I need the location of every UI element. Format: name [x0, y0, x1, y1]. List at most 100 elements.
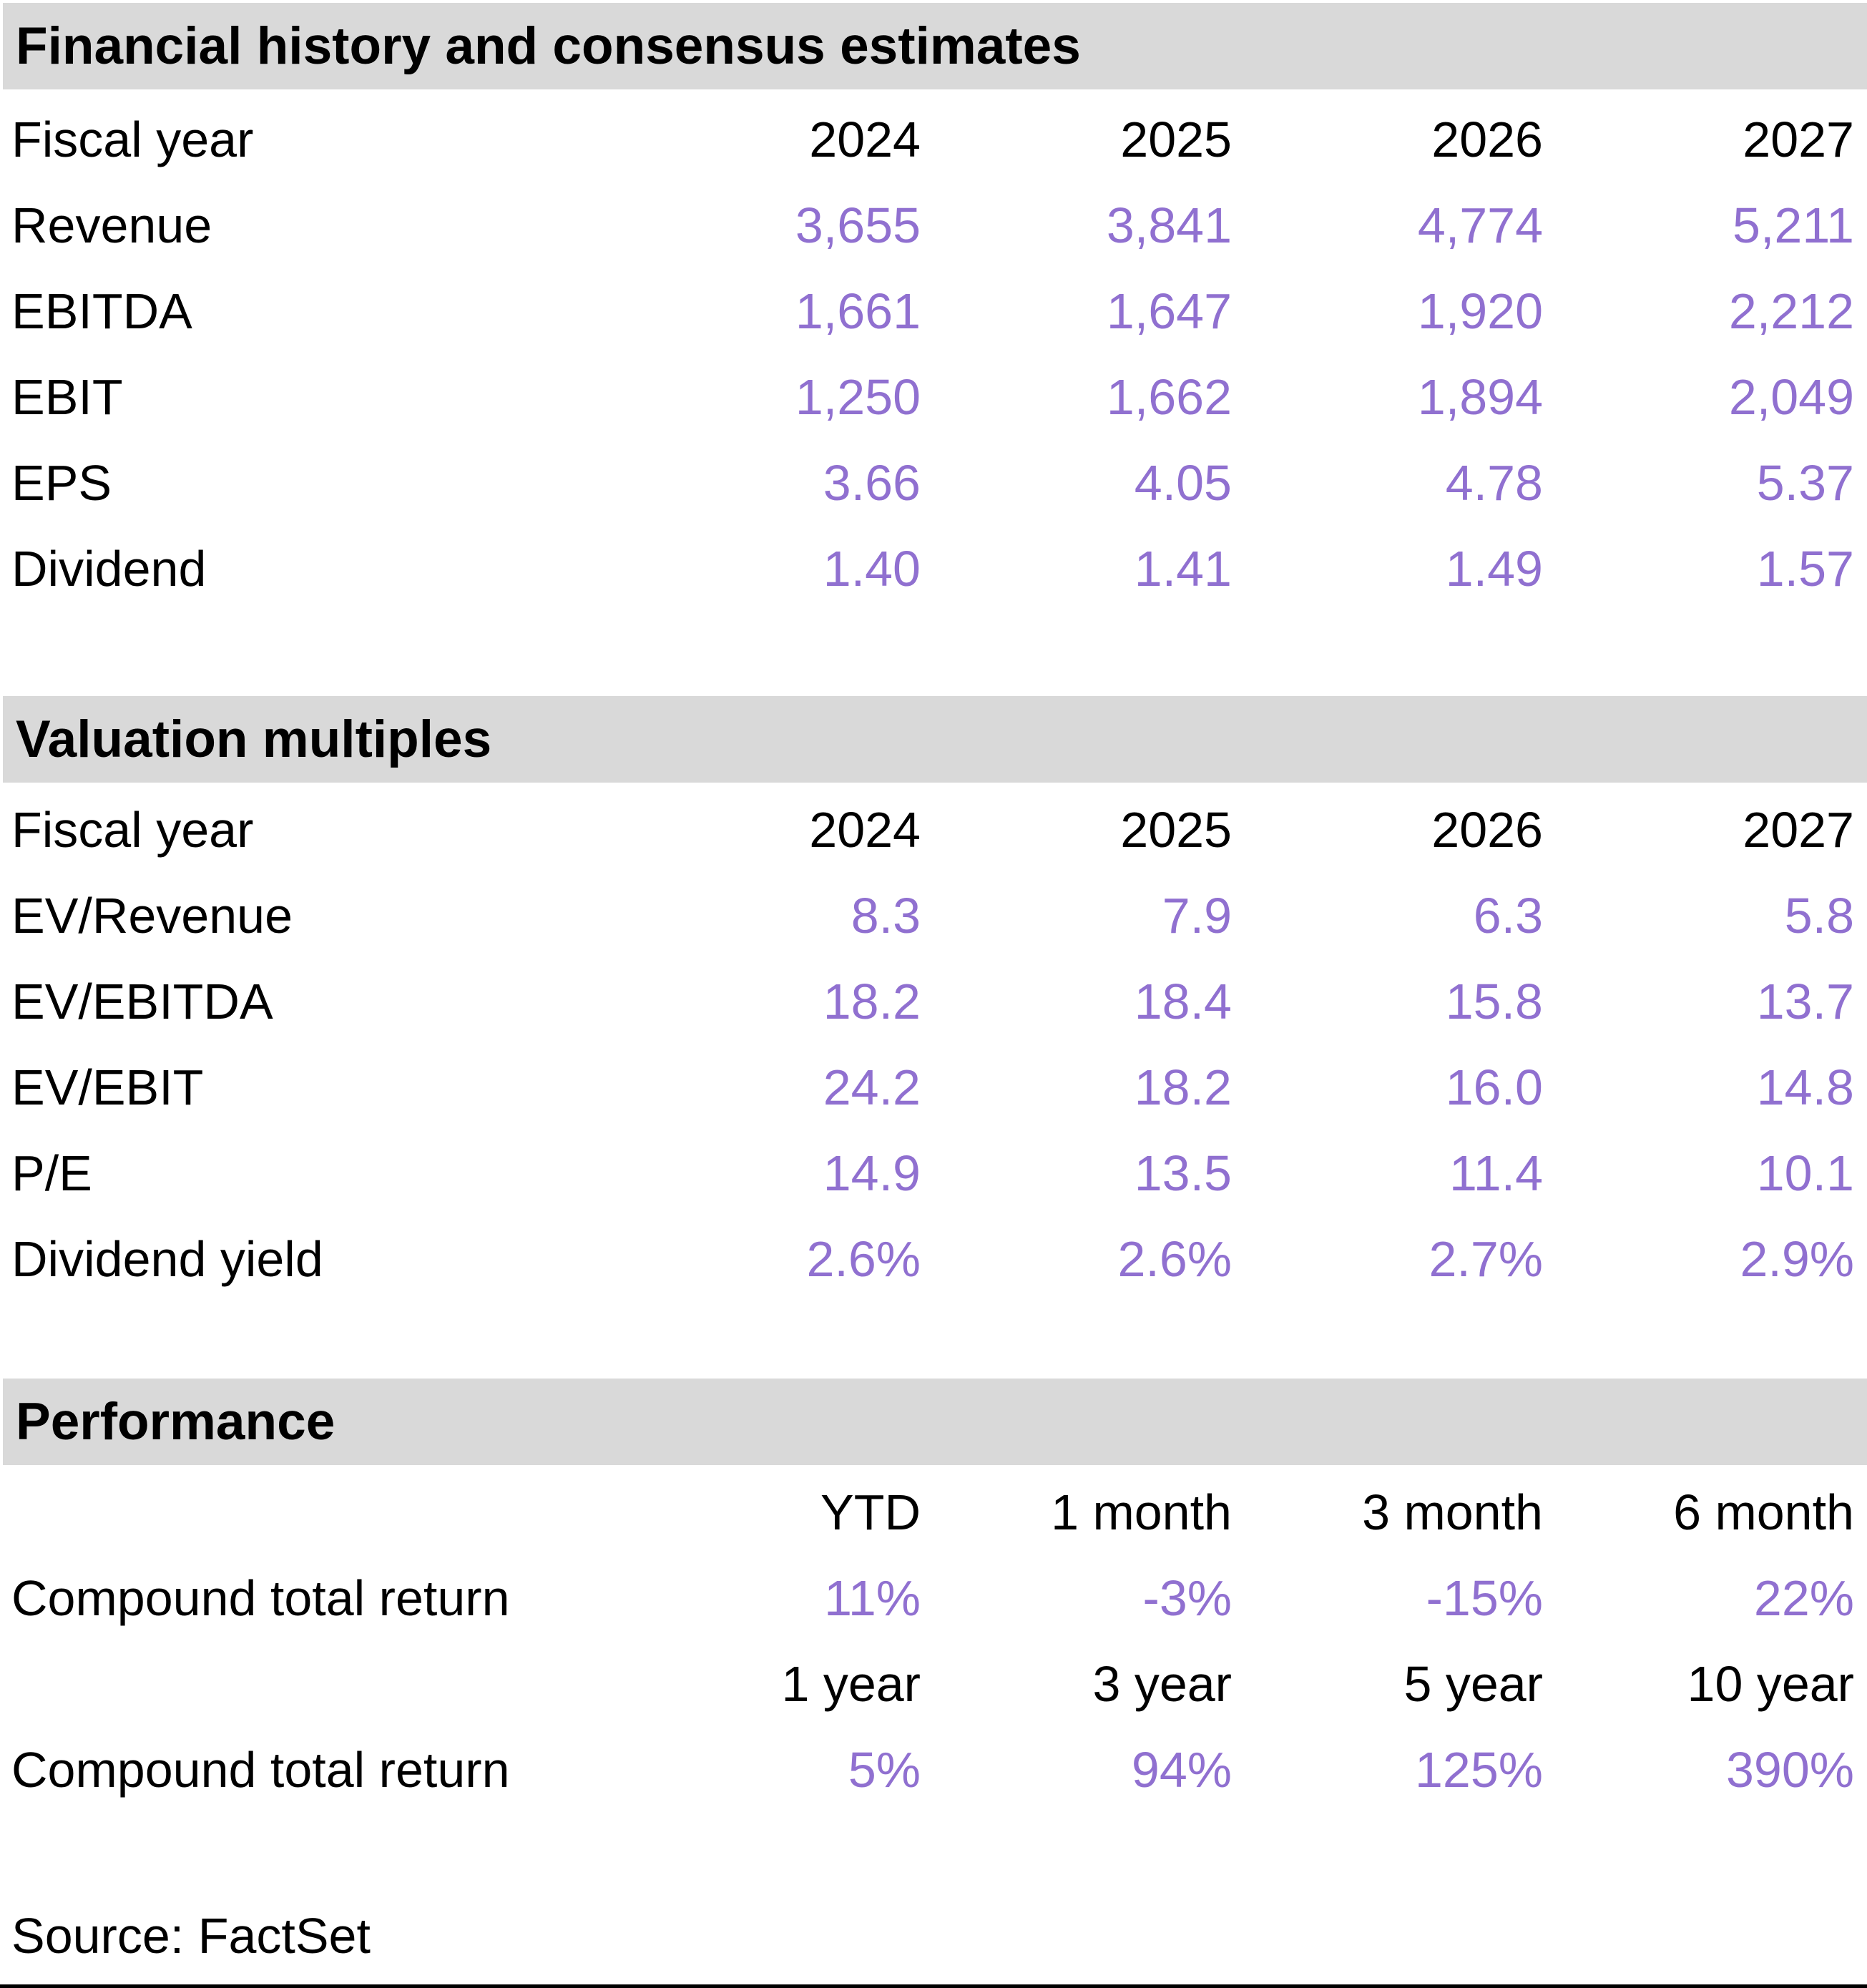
cell-value: 18.2 — [823, 974, 921, 1029]
cell-value: 14.8 — [1756, 1059, 1854, 1115]
table-row-dividend: Dividend 1.40 1.41 1.49 1.57 — [0, 526, 1867, 612]
cell-value: 1,894 — [1417, 369, 1543, 425]
cell-value: 1.41 — [1134, 541, 1232, 597]
period-column-header: 10 year — [1687, 1656, 1854, 1712]
cell-value: 10.1 — [1756, 1145, 1854, 1201]
cell-value: 2.7% — [1429, 1231, 1543, 1287]
year-column-header: 2027 — [1743, 802, 1854, 858]
row-label: EV/Revenue — [11, 888, 293, 944]
cell-value: 1,662 — [1106, 369, 1232, 425]
cell-value: 4,774 — [1417, 197, 1543, 253]
cell-value: 5.37 — [1756, 455, 1854, 511]
row-label: Revenue — [11, 197, 212, 253]
year-column-header: 2025 — [1120, 802, 1232, 858]
cell-value: 16.0 — [1445, 1059, 1543, 1115]
cell-value: 7.9 — [1162, 888, 1232, 944]
cell-value: 24.2 — [823, 1059, 921, 1115]
year-column-header: 2024 — [809, 112, 921, 167]
cell-value: 5.8 — [1784, 888, 1854, 944]
cell-value: 1,661 — [795, 283, 921, 339]
cell-value: 1,647 — [1106, 283, 1232, 339]
cell-value: 14.9 — [823, 1145, 921, 1201]
cell-value: 1,920 — [1417, 283, 1543, 339]
cell-value: -15% — [1426, 1570, 1543, 1626]
row-label: P/E — [11, 1145, 92, 1201]
cell-value: -3% — [1142, 1570, 1232, 1626]
cell-value: 4.05 — [1134, 455, 1232, 511]
cell-value: 5,211 — [1733, 197, 1854, 253]
section-band-valuation: Valuation multiples — [3, 696, 1867, 783]
cell-value: 390% — [1725, 1742, 1854, 1798]
fiscal-year-label: Fiscal year — [11, 802, 254, 858]
year-column-header: 2025 — [1120, 112, 1232, 167]
report-page: Financial history and consensus estimate… — [0, 3, 1867, 1988]
cell-value: 5% — [848, 1742, 921, 1798]
section-band-performance: Performance — [3, 1379, 1867, 1465]
cell-value: 2.9% — [1740, 1231, 1854, 1287]
period-column-header: 1 month — [1051, 1484, 1232, 1540]
period-column-header: 5 year — [1403, 1656, 1543, 1712]
table-row-compound-return-short: Compound total return 11% -3% -15% 22% — [0, 1555, 1867, 1641]
row-label: EV/EBIT — [11, 1059, 204, 1115]
cell-value: 94% — [1131, 1742, 1232, 1798]
section-band-financial: Financial history and consensus estimate… — [3, 3, 1867, 89]
source-row: Source: FactSet — [0, 1893, 1867, 1979]
cell-value: 2.6% — [1117, 1231, 1232, 1287]
period-column-header: 3 year — [1092, 1656, 1232, 1712]
cell-value: 13.7 — [1756, 974, 1854, 1029]
row-label: Compound total return — [11, 1742, 510, 1798]
year-column-header: 2027 — [1743, 112, 1854, 167]
cell-value: 11% — [824, 1570, 921, 1626]
table-row-pe: P/E 14.9 13.5 11.4 10.1 — [0, 1130, 1867, 1216]
cell-value: 2,212 — [1728, 283, 1854, 339]
financial-header-row: Fiscal year 2024 2025 2026 2027 — [0, 97, 1867, 182]
cell-value: 3.66 — [823, 455, 921, 511]
cell-value: 3,655 — [795, 197, 921, 253]
cell-value: 3,841 — [1106, 197, 1232, 253]
valuation-table: Fiscal year 2024 2025 2026 2027 EV/Reven… — [0, 787, 1867, 1302]
cell-value: 2,049 — [1728, 369, 1854, 425]
table-row-compound-return-long: Compound total return 5% 94% 125% 390% — [0, 1727, 1867, 1813]
section-title-financial: Financial history and consensus estimate… — [16, 17, 1081, 75]
valuation-header-row: Fiscal year 2024 2025 2026 2027 — [0, 787, 1867, 873]
cell-value: 1.57 — [1756, 541, 1854, 597]
performance-period-header-row: YTD 1 month 3 month 6 month — [0, 1469, 1867, 1555]
table-row-dividend-yield: Dividend yield 2.6% 2.6% 2.7% 2.9% — [0, 1216, 1867, 1302]
source-label: Source: FactSet — [11, 1908, 371, 1964]
year-column-header: 2024 — [809, 802, 921, 858]
cell-value: 6.3 — [1473, 888, 1543, 944]
cell-value: 1,250 — [795, 369, 921, 425]
cell-value: 18.2 — [1134, 1059, 1232, 1115]
cell-value: 4.78 — [1445, 455, 1543, 511]
table-row-ebit: EBIT 1,250 1,662 1,894 2,049 — [0, 354, 1867, 440]
cell-value: 125% — [1414, 1742, 1543, 1798]
period-column-header: 6 month — [1673, 1484, 1854, 1540]
cell-value: 22% — [1753, 1570, 1854, 1626]
section-title-performance: Performance — [16, 1393, 335, 1451]
row-label: EV/EBITDA — [11, 974, 273, 1029]
fiscal-year-label: Fiscal year — [11, 112, 254, 167]
cell-value: 11.4 — [1449, 1145, 1543, 1201]
period-column-header: 3 month — [1362, 1484, 1543, 1540]
period-column-header: YTD — [820, 1484, 921, 1540]
row-label: EBITDA — [11, 283, 192, 339]
table-row-ev-ebitda: EV/EBITDA 18.2 18.4 15.8 13.7 — [0, 959, 1867, 1044]
table-row-ebitda: EBITDA 1,661 1,647 1,920 2,212 — [0, 268, 1867, 354]
table-row-revenue: Revenue 3,655 3,841 4,774 5,211 — [0, 182, 1867, 268]
section-title-valuation: Valuation multiples — [16, 710, 492, 768]
table-row-eps: EPS 3.66 4.05 4.78 5.37 — [0, 440, 1867, 526]
cell-value: 2.6% — [806, 1231, 921, 1287]
row-label: EPS — [11, 455, 112, 511]
table-row-ev-revenue: EV/Revenue 8.3 7.9 6.3 5.8 — [0, 873, 1867, 959]
row-label: EBIT — [11, 369, 123, 425]
cell-value: 13.5 — [1134, 1145, 1232, 1201]
financial-table: Fiscal year 2024 2025 2026 2027 Revenue … — [0, 97, 1867, 612]
performance-year-header-row: 1 year 3 year 5 year 10 year — [0, 1641, 1867, 1727]
cell-value: 1.40 — [823, 541, 921, 597]
year-column-header: 2026 — [1431, 112, 1543, 167]
row-label: Dividend — [11, 541, 207, 597]
performance-table: YTD 1 month 3 month 6 month Compound tot… — [0, 1469, 1867, 1813]
cell-value: 15.8 — [1445, 974, 1543, 1029]
cell-value: 18.4 — [1134, 974, 1232, 1029]
period-column-header: 1 year — [781, 1656, 921, 1712]
